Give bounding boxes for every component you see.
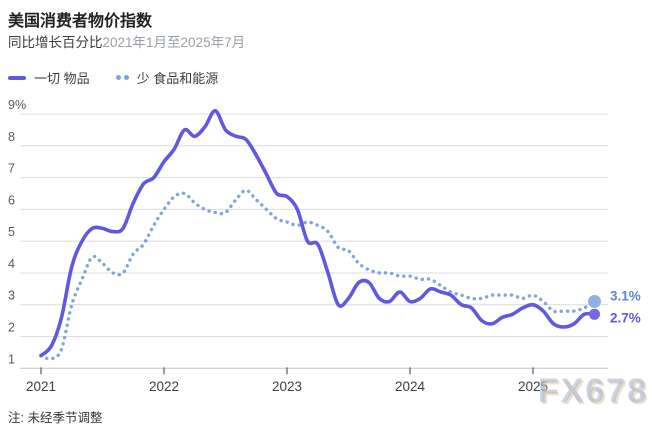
x-axis-label: 2022 xyxy=(149,379,179,394)
footnote: 注: 未经季节调整 xyxy=(8,411,103,425)
series-line-core xyxy=(39,188,597,361)
dotted-line-swatch-icon xyxy=(115,75,129,80)
y-axis-label: 1 xyxy=(8,352,15,366)
chart-subtitle: 同比增长百分比2021年1月至2025年7月 xyxy=(8,31,245,51)
series-line-all-items xyxy=(39,109,597,358)
legend-item-all-items: 一切 物品 xyxy=(8,68,90,87)
legend-label-all-items: 一切 物品 xyxy=(34,71,90,86)
x-axis-label: 2023 xyxy=(272,379,302,394)
y-axis-label: 5 xyxy=(8,225,15,239)
y-axis-label: 7 xyxy=(8,162,15,176)
legend-item-core: 少 食品和能源 xyxy=(115,68,219,87)
x-axis-label: 2021 xyxy=(26,379,56,394)
x-axis-label: 2024 xyxy=(395,379,426,394)
y-axis-label: 8 xyxy=(8,130,15,144)
solid-line-swatch-icon xyxy=(8,75,26,80)
chart-legend: 一切 物品 少 食品和能源 xyxy=(8,68,218,87)
y-axis-label: 2 xyxy=(8,321,15,335)
page-title: 美国消费者物价指数 xyxy=(8,13,153,30)
end-dot-all-items xyxy=(589,308,600,320)
subtitle-date-range: 2021年1月至2025年7月 xyxy=(102,35,246,50)
end-dot-core xyxy=(588,295,601,308)
y-axis-label: 6 xyxy=(8,193,15,207)
legend-label-core: 少 食品和能源 xyxy=(136,71,219,86)
subtitle-label: 同比增长百分比 xyxy=(8,35,103,50)
y-axis-label: 4 xyxy=(8,257,15,271)
end-value-label-core: 3.1% xyxy=(610,289,641,304)
end-value-label-all-items: 2.7% xyxy=(610,310,641,325)
y-axis-label: 3 xyxy=(8,289,15,303)
y-axis-label: 9% xyxy=(8,98,26,112)
x-axis-label: 2025 xyxy=(518,379,548,394)
